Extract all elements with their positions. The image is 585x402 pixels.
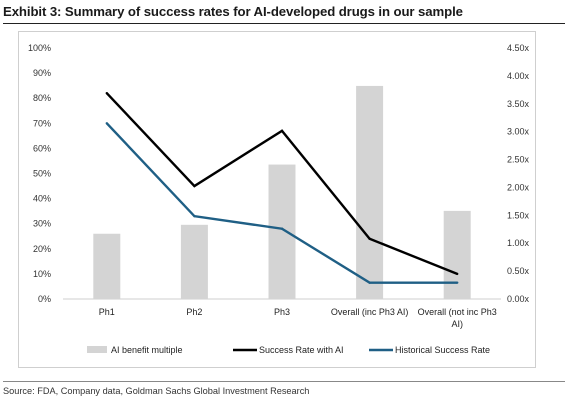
chart: 0% 10% 20% 30% 40% 50% 60% 70% 80% 90% 100% 0.00x 0.… xyxy=(28,43,530,355)
left-tick-label: 100% xyxy=(28,43,51,53)
right-tick-label: 2.00x xyxy=(507,182,530,192)
left-tick-label: 30% xyxy=(33,219,51,229)
legend-label: AI benefit multiple xyxy=(111,345,183,355)
left-tick-label: 70% xyxy=(33,118,51,128)
source-rule xyxy=(3,381,565,382)
legend-label: Success Rate with AI xyxy=(259,345,344,355)
line-point xyxy=(456,281,459,284)
left-tick-label: 80% xyxy=(33,93,51,103)
category-label: Overall (not inc Ph3 xyxy=(418,307,497,317)
source-note: Source: FDA, Company data, Goldman Sachs… xyxy=(3,386,310,396)
bar xyxy=(356,85,384,299)
category-label: Ph3 xyxy=(274,307,290,317)
right-tick-label: 3.50x xyxy=(507,99,530,109)
line-point xyxy=(193,214,196,218)
left-tick-label: 20% xyxy=(33,244,51,254)
left-tick-label: 90% xyxy=(33,68,51,78)
legend-label: Historical Success Rate xyxy=(395,345,490,355)
left-tick-label: 40% xyxy=(33,194,51,204)
exhibit-title: Exhibit 3: Summary of success rates for … xyxy=(3,4,463,19)
bar xyxy=(93,233,121,299)
line-point xyxy=(368,281,371,284)
legend-swatch xyxy=(87,346,107,353)
right-tick-label: 4.50x xyxy=(507,43,530,53)
line-point xyxy=(105,122,109,125)
bar xyxy=(268,164,296,299)
left-tick-label: 0% xyxy=(38,294,51,304)
line-point xyxy=(193,184,196,188)
left-tick-label: 10% xyxy=(33,269,51,279)
right-tick-label: 1.00x xyxy=(507,238,530,248)
right-tick-label: 0.00x xyxy=(507,294,530,304)
left-tick-label: 50% xyxy=(33,169,51,179)
category-label: Ph1 xyxy=(99,307,115,317)
right-tick-label: 3.00x xyxy=(507,127,530,137)
line-point xyxy=(368,237,371,240)
category-label: Overall (inc Ph3 AI) xyxy=(331,307,409,317)
bar xyxy=(443,210,471,299)
title-rule xyxy=(3,23,565,24)
chart-frame: 0% 10% 20% 30% 40% 50% 60% 70% 80% 90% 100% 0.00x 0.… xyxy=(18,31,536,368)
right-tick-label: 0.50x xyxy=(507,266,530,276)
line-point xyxy=(280,227,284,230)
right-tick-label: 4.00x xyxy=(507,71,530,81)
category-label: AI) xyxy=(451,319,463,329)
right-tick-label: 2.50x xyxy=(507,155,530,165)
category-label: Ph2 xyxy=(186,307,202,317)
bar xyxy=(180,224,208,299)
line-point xyxy=(105,91,109,95)
right-tick-label: 1.50x xyxy=(507,210,530,220)
left-tick-label: 60% xyxy=(33,143,51,153)
line-point xyxy=(456,272,459,276)
line-point xyxy=(280,129,284,133)
